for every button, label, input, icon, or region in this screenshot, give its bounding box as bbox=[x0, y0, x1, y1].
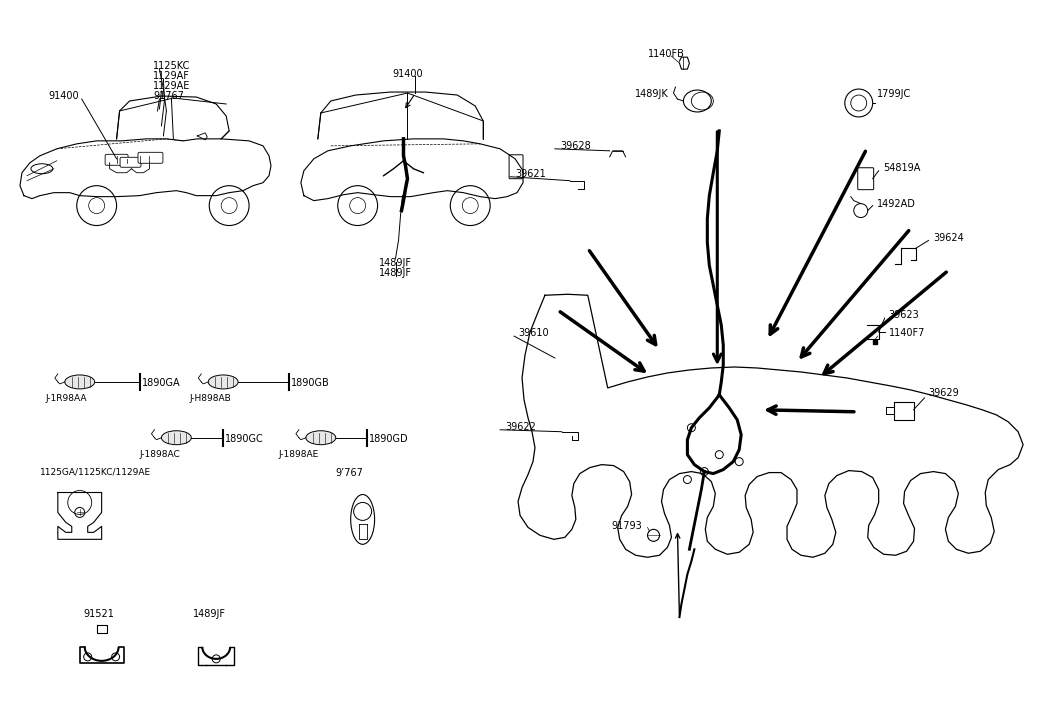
Text: 39623: 39623 bbox=[889, 310, 919, 320]
Text: 39628: 39628 bbox=[560, 141, 591, 151]
Text: 1890GB: 1890GB bbox=[291, 378, 330, 388]
Text: 39621: 39621 bbox=[516, 169, 545, 179]
Ellipse shape bbox=[162, 430, 191, 445]
Text: 1489JF: 1489JF bbox=[378, 258, 411, 268]
Text: J-1898AC: J-1898AC bbox=[139, 450, 181, 459]
Text: 1890GC: 1890GC bbox=[225, 434, 264, 443]
Text: 91793: 91793 bbox=[611, 521, 642, 531]
Text: 1890GA: 1890GA bbox=[141, 378, 180, 388]
Text: J-1R98AA: J-1R98AA bbox=[46, 394, 87, 403]
Text: 91767: 91767 bbox=[153, 91, 184, 101]
Circle shape bbox=[684, 475, 691, 483]
Text: 9’767: 9’767 bbox=[336, 467, 364, 478]
Text: 91521: 91521 bbox=[84, 609, 115, 619]
Text: 39629: 39629 bbox=[928, 388, 959, 398]
Text: J-H898AB: J-H898AB bbox=[189, 394, 231, 403]
Text: 91400: 91400 bbox=[392, 69, 423, 79]
Text: J-1898AE: J-1898AE bbox=[279, 450, 319, 459]
FancyBboxPatch shape bbox=[138, 153, 163, 164]
Text: 1125KC: 1125KC bbox=[153, 61, 191, 71]
Ellipse shape bbox=[208, 375, 238, 389]
Text: 1492AD: 1492AD bbox=[877, 198, 915, 209]
Text: 1140FB: 1140FB bbox=[647, 49, 685, 59]
Text: 1489JF: 1489JF bbox=[378, 268, 411, 278]
Text: 39610: 39610 bbox=[518, 328, 549, 338]
Ellipse shape bbox=[306, 430, 336, 445]
Text: 91400: 91400 bbox=[49, 91, 80, 101]
FancyBboxPatch shape bbox=[120, 157, 141, 167]
Text: 1129AF: 1129AF bbox=[153, 71, 190, 81]
Circle shape bbox=[715, 451, 723, 459]
Text: 1489JK: 1489JK bbox=[635, 89, 669, 99]
Circle shape bbox=[688, 424, 695, 432]
Text: 1125GA/1125KC/1129AE: 1125GA/1125KC/1129AE bbox=[40, 467, 151, 477]
Text: 54819A: 54819A bbox=[883, 163, 921, 173]
Circle shape bbox=[736, 457, 743, 465]
Text: 1799JC: 1799JC bbox=[877, 89, 911, 99]
Text: 1129AE: 1129AE bbox=[153, 81, 191, 91]
Text: 39624: 39624 bbox=[933, 233, 964, 243]
FancyBboxPatch shape bbox=[105, 154, 128, 165]
Text: 39622: 39622 bbox=[505, 422, 536, 432]
Text: 1890GD: 1890GD bbox=[369, 434, 408, 443]
Ellipse shape bbox=[65, 375, 95, 389]
Text: 1140F7: 1140F7 bbox=[889, 328, 925, 338]
Text: 1489JF: 1489JF bbox=[193, 609, 226, 619]
Circle shape bbox=[701, 467, 708, 475]
